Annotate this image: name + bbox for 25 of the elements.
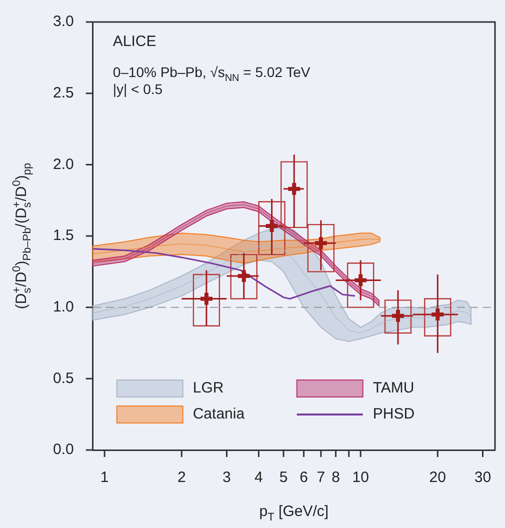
x-tick-label: 1 [100,469,109,486]
legend-label: Catania [192,406,246,423]
text: (Ds+/D0)Pb–Pb/(Ds+/D0)pp [11,162,34,310]
y-tick-label: 1.5 [52,227,74,244]
annotation: |y| < 0.5 [112,81,163,97]
x-tick-label: 30 [474,469,492,486]
x-tick-label: 8 [332,469,340,486]
y-tick-label: 2.0 [52,156,74,173]
legend-label: PHSD [372,406,415,423]
x-tick-label: 2 [177,469,186,486]
y-tick-label: 1.0 [52,298,74,316]
x-tick-label: 10 [352,469,369,486]
y-tick-label: 2.5 [52,84,74,102]
y-tick-label: 0.5 [52,370,74,387]
x-tick-label: 5 [279,469,288,486]
x-tick-label: 3 [222,469,231,486]
x-tick-label: 6 [300,469,308,486]
y-tick-label: 3.0 [52,13,74,30]
legend-label: TAMU [372,380,414,397]
x-tick-label: 4 [254,469,263,486]
x-tick-label: 20 [429,469,446,486]
y-tick-label: 0.0 [52,441,74,458]
annotation: ALICE [112,33,156,50]
x-tick-label: 7 [316,469,326,486]
legend-label: LGR [192,380,224,397]
